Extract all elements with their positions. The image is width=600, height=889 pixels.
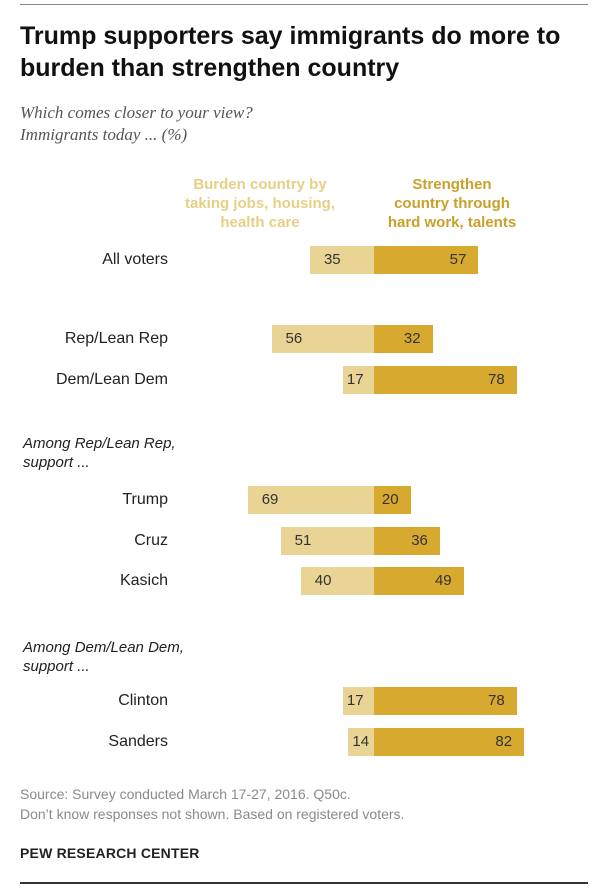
value-strength-all-voters: 57	[449, 251, 467, 268]
bar-strength-clinton	[374, 687, 517, 715]
source-line-2: Don’t know responses not shown. Based on…	[20, 806, 405, 822]
group-title-rep-line-1: Among Rep/Lean Rep,	[23, 435, 176, 452]
group-title-dem-line-1: Among Dem/Lean Dem,	[23, 639, 184, 656]
value-burden-trump: 69	[261, 491, 279, 508]
group-title-rep-line-2: support ...	[23, 454, 90, 471]
row-label-cruz: Cruz	[134, 532, 168, 549]
bar-strength-trump	[374, 486, 411, 514]
subtitle-line-1: Which comes closer to your view?	[20, 103, 253, 122]
row-label-kasich: Kasich	[119, 572, 168, 589]
bar-burden-trump	[247, 486, 374, 514]
value-strength-rep-lean-rep: 32	[403, 330, 421, 347]
row-label-rep-lean-rep: Rep/Lean Rep	[64, 330, 168, 347]
bar-burden-all-voters	[309, 246, 374, 274]
bar-strength-dem-lean-dem	[374, 366, 517, 394]
value-burden-dem-lean-dem: 17	[346, 371, 364, 388]
group-title-dem: Among Dem/Lean Dem, support ...	[23, 638, 184, 676]
legend-burden-line-3: health care	[220, 214, 300, 231]
subtitle-line-2: Immigrants today ... (%)	[20, 125, 188, 144]
value-burden-clinton: 17	[346, 692, 364, 709]
value-burden-sanders: 14	[352, 733, 370, 750]
value-burden-cruz: 51	[294, 532, 312, 549]
top-rule	[20, 4, 588, 5]
legend-strength-line-3: hard work, talents	[387, 214, 517, 231]
value-strength-sanders: 82	[495, 733, 513, 750]
legend-strength-line-2: country through	[394, 195, 510, 212]
value-strength-kasich: 49	[434, 572, 452, 589]
bar-strength-rep-lean-rep	[374, 325, 433, 353]
row-label-all-voters: All voters	[102, 251, 168, 268]
legend-strength: Strengthen country through hard work, ta…	[362, 175, 542, 232]
value-burden-kasich: 40	[314, 572, 332, 589]
legend-strength-line-1: Strengthen	[412, 176, 492, 193]
row-label-clinton: Clinton	[118, 692, 168, 709]
group-title-dem-line-2: support ...	[23, 658, 90, 675]
bar-burden-cruz	[280, 527, 374, 555]
row-label-dem-lean-dem: Dem/Lean Dem	[55, 371, 168, 388]
bar-strength-cruz	[374, 527, 440, 555]
value-strength-trump: 20	[381, 491, 399, 508]
value-strength-clinton: 78	[488, 692, 505, 709]
group-title-rep: Among Rep/Lean Rep, support ...	[23, 434, 176, 472]
brand-label: PEW RESEARCH CENTER	[20, 845, 200, 861]
source-line-1: Source: Survey conducted March 17-27, 20…	[20, 786, 351, 802]
legend-burden-line-1: Burden country by	[193, 176, 327, 193]
bar-strength-sanders	[374, 728, 525, 756]
source-note: Source: Survey conducted March 17-27, 20…	[20, 784, 580, 824]
bar-burden-clinton	[342, 687, 374, 715]
bar-burden-dem-lean-dem	[342, 366, 374, 394]
chart-title: Trump supporters say immigrants do more …	[20, 22, 561, 82]
chart-subtitle: Which comes closer to your view? Immigra…	[20, 102, 580, 146]
value-strength-cruz: 36	[411, 532, 428, 549]
legend-burden-line-2: taking jobs, housing,	[185, 195, 335, 212]
row-label-sanders: Sanders	[108, 733, 168, 750]
row-label-trump: Trump	[122, 491, 168, 508]
bar-burden-kasich	[300, 567, 374, 595]
bar-strength-kasich	[374, 567, 464, 595]
value-strength-dem-lean-dem: 78	[488, 371, 505, 388]
value-burden-all-voters: 35	[323, 251, 341, 268]
bottom-rule	[20, 882, 588, 884]
value-burden-rep-lean-rep: 56	[285, 330, 303, 347]
bar-strength-all-voters	[374, 246, 479, 274]
bar-burden-rep-lean-rep	[271, 325, 374, 353]
legend-burden: Burden country by taking jobs, housing, …	[150, 175, 370, 232]
bar-burden-sanders	[348, 728, 374, 756]
